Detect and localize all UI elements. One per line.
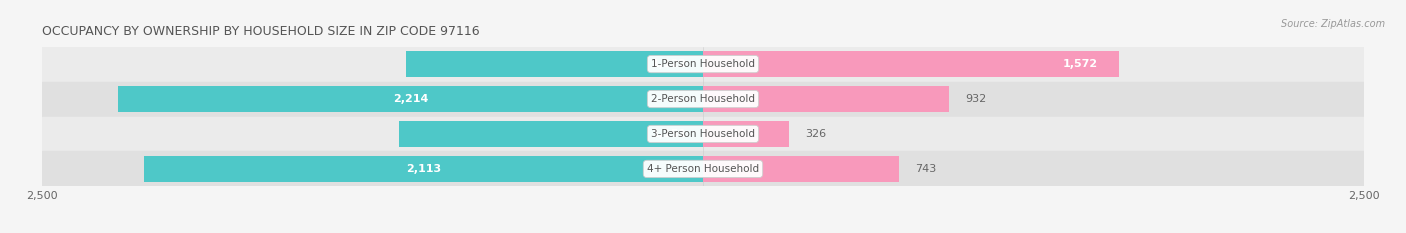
Text: 326: 326	[806, 129, 827, 139]
Text: 2-Person Household: 2-Person Household	[651, 94, 755, 104]
Text: Source: ZipAtlas.com: Source: ZipAtlas.com	[1281, 19, 1385, 29]
Text: 4+ Person Household: 4+ Person Household	[647, 164, 759, 174]
Bar	[42, 116, 1364, 151]
Text: 932: 932	[965, 94, 987, 104]
Bar	[703, 86, 949, 112]
Text: 1-Person Household: 1-Person Household	[651, 59, 755, 69]
Bar	[42, 82, 1364, 116]
Bar	[399, 121, 703, 147]
Bar	[703, 156, 900, 182]
Bar	[703, 121, 789, 147]
Bar	[118, 86, 703, 112]
Bar	[703, 51, 1119, 77]
Text: 2,113: 2,113	[406, 164, 441, 174]
Bar	[145, 156, 703, 182]
Text: 1,151: 1,151	[652, 129, 688, 139]
Text: OCCUPANCY BY OWNERSHIP BY HOUSEHOLD SIZE IN ZIP CODE 97116: OCCUPANCY BY OWNERSHIP BY HOUSEHOLD SIZE…	[42, 25, 479, 38]
Bar	[42, 47, 1364, 82]
Bar	[42, 151, 1364, 186]
Text: 1,572: 1,572	[1063, 59, 1097, 69]
Text: 2,214: 2,214	[392, 94, 427, 104]
Text: 3-Person Household: 3-Person Household	[651, 129, 755, 139]
Text: 743: 743	[915, 164, 936, 174]
Bar	[406, 51, 703, 77]
Text: 1,122: 1,122	[652, 59, 688, 69]
